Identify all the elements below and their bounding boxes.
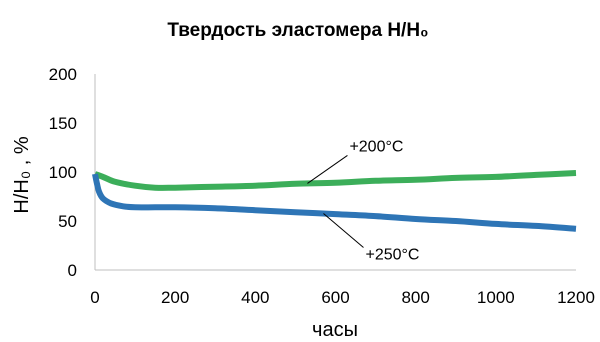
- annotation-label: +200°C: [349, 138, 403, 155]
- x-tick-label: 600: [321, 288, 349, 307]
- x-tick-label: 1200: [557, 288, 595, 307]
- x-tick-label: 1000: [477, 288, 515, 307]
- annotation-leader: [323, 213, 364, 248]
- y-tick-label: 150: [49, 114, 77, 133]
- y-axis-title: H/H₀ , %: [11, 136, 33, 213]
- y-tick-label: 50: [58, 212, 77, 231]
- chart-title: Твердость эластомера H/H₀: [167, 20, 428, 41]
- plot-area: 0 50 100 150 200 0 200 400 600 800 1000 1200 +200°C +…: [49, 65, 595, 307]
- x-tick-label: 200: [161, 288, 189, 307]
- y-tick-label: 200: [49, 65, 77, 84]
- x-tick-label: 800: [401, 288, 429, 307]
- series-line: [92, 173, 577, 232]
- y-tick-label: 0: [68, 261, 77, 280]
- annotation-label: +250°C: [365, 247, 419, 264]
- series-line: [93, 170, 577, 191]
- x-axis-title: часы: [312, 319, 358, 341]
- y-tick-label: 100: [49, 163, 77, 182]
- x-tick-label: 400: [241, 288, 269, 307]
- annotation-leader: [307, 155, 348, 184]
- x-tick-label: 0: [90, 288, 99, 307]
